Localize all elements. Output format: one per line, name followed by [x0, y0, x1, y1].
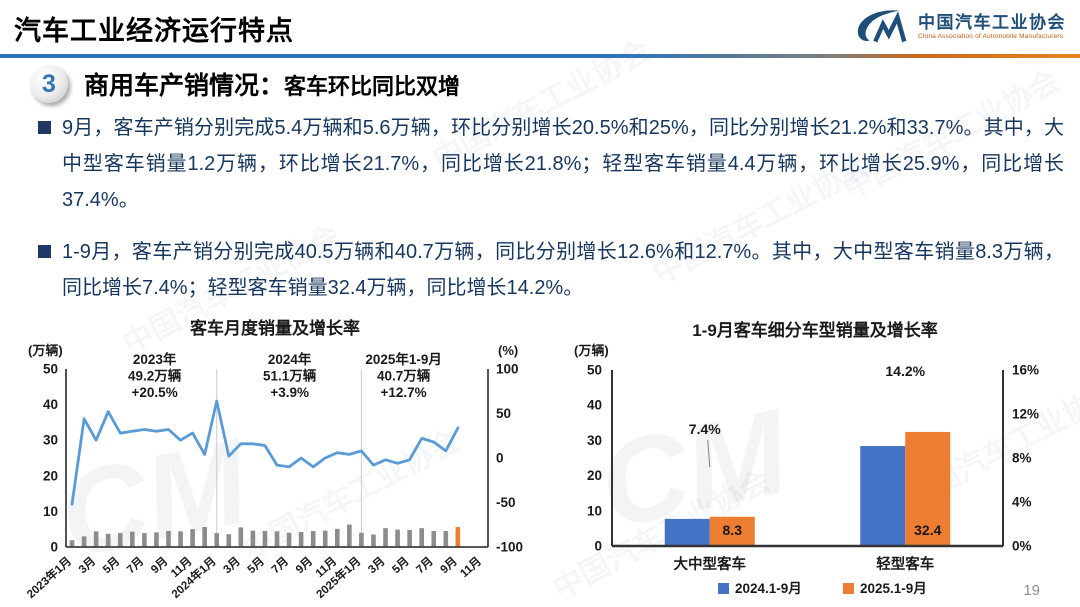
- svg-text:7月: 7月: [269, 555, 291, 577]
- svg-text:10: 10: [587, 503, 602, 518]
- svg-text:3月: 3月: [366, 555, 388, 577]
- section-number-badge: 3: [30, 65, 68, 103]
- header-divider-line: [0, 54, 1080, 58]
- year-gridlines: [216, 369, 362, 547]
- svg-text:0: 0: [496, 451, 504, 466]
- svg-text:40: 40: [587, 398, 602, 413]
- section-heading-row: 3 商用车产销情况：客车环比同比双增: [30, 65, 460, 103]
- svg-text:50: 50: [496, 406, 511, 421]
- svg-text:1-9月客车细分车型销量及增长率: 1-9月客车细分车型销量及增长率: [692, 320, 938, 340]
- bullet-text: 9月，客车产销分别完成5.4万辆和5.6万辆，环比分别增长20.5%和25%，同…: [62, 117, 1064, 211]
- bullet-item: 1-9月，客车产销分别完成40.5万辆和40.7万辆，同比分别增长12.6%和1…: [38, 234, 1064, 306]
- svg-text:50: 50: [587, 363, 602, 378]
- svg-text:3月: 3月: [76, 555, 98, 577]
- svg-text:40.7万辆: 40.7万辆: [377, 368, 431, 384]
- svg-text:40: 40: [43, 397, 58, 412]
- svg-text:50: 50: [43, 362, 58, 377]
- svg-text:0: 0: [594, 539, 602, 554]
- svg-text:30: 30: [587, 433, 602, 448]
- monthly-sales-growth-chart: 客车月度销量及增长率 (万辆) (%) 0 10 20 30 40 50 -100 -50 0 50 10…: [20, 314, 535, 607]
- bullet-item: 9月，客车产销分别完成5.4万辆和5.6万辆，环比分别增长20.5%和25%，同…: [38, 110, 1064, 218]
- svg-text:2023年1月: 2023年1月: [24, 554, 74, 601]
- svg-text:2025.1-9月: 2025.1-9月: [860, 581, 927, 596]
- page-number: 19: [1023, 582, 1040, 599]
- section-heading-sub: 客车环比同比双增: [284, 74, 461, 99]
- segment-sales-growth-chart-svg: 1-9月客车细分车型销量及增长率 (万辆) 0 10 20 30 40 50 0% 4% 8% 12%…: [574, 320, 1039, 596]
- legend: 2024.1-9月 2025.1-9月: [718, 581, 927, 596]
- caam-logo-icon: [857, 10, 907, 43]
- svg-text:2024.1-9月: 2024.1-9月: [735, 581, 802, 596]
- svg-text:0%: 0%: [1012, 539, 1032, 554]
- section-heading-main: 商用车产销情况：: [84, 72, 285, 100]
- svg-text:10: 10: [43, 504, 58, 519]
- svg-text:51.1万辆: 51.1万辆: [263, 368, 317, 384]
- svg-text:5月: 5月: [245, 555, 267, 577]
- bullet-square-icon: [38, 121, 51, 134]
- svg-text:大中型客车: 大中型客车: [674, 555, 747, 573]
- segment-sales-growth-chart: 1-9月客车细分车型销量及增长率 (万辆) 0 10 20 30 40 50 0% 4% 8% 12%…: [556, 312, 1061, 607]
- svg-text:5月: 5月: [100, 555, 122, 577]
- svg-text:2023年: 2023年: [133, 351, 177, 367]
- logo-org-name-cn: 中国汽车工业协会: [918, 13, 1066, 33]
- svg-text:+12.7%: +12.7%: [381, 385, 427, 400]
- svg-text:7月: 7月: [124, 555, 146, 577]
- bullet-square-icon: [38, 245, 51, 258]
- segment-bars: [664, 431, 951, 546]
- svg-text:2024年: 2024年: [268, 351, 312, 367]
- svg-text:(万辆): (万辆): [28, 343, 63, 358]
- svg-text:30: 30: [43, 433, 58, 448]
- svg-text:-50: -50: [496, 495, 516, 510]
- svg-text:9月: 9月: [148, 555, 170, 577]
- page-title: 汽车工业经济运行特点: [14, 16, 294, 46]
- svg-text:(%): (%): [498, 343, 518, 358]
- svg-text:0: 0: [50, 540, 58, 555]
- svg-text:9月: 9月: [293, 555, 315, 577]
- svg-text:20: 20: [43, 468, 58, 483]
- svg-text:8%: 8%: [1012, 451, 1032, 466]
- svg-text:100: 100: [496, 362, 519, 377]
- svg-text:+3.9%: +3.9%: [270, 385, 309, 400]
- caam-logo: 中国汽车工业协会 China Association of Automobile…: [855, 7, 1066, 47]
- svg-text:轻型客车: 轻型客车: [876, 555, 934, 573]
- section-heading: 商用车产销情况：客车环比同比双增: [84, 66, 460, 102]
- svg-text:5月: 5月: [390, 555, 412, 577]
- monthly-sales-growth-chart-svg: 客车月度销量及增长率 (万辆) (%) 0 10 20 30 40 50 -100 -50 0 50 10…: [24, 318, 523, 601]
- svg-text:4%: 4%: [1012, 495, 1032, 510]
- svg-text:客车月度销量及增长率: 客车月度销量及增长率: [189, 318, 360, 338]
- svg-text:(万辆): (万辆): [574, 343, 609, 358]
- growth-annotations: 7.4% 14.2%: [689, 363, 926, 468]
- svg-text:32.4: 32.4: [914, 522, 941, 538]
- bullet-text: 1-9月，客车产销分别完成40.5万辆和40.7万辆，同比分别增长12.6%和1…: [62, 241, 1064, 299]
- svg-text:7.4%: 7.4%: [689, 421, 721, 437]
- logo-org-name-en: China Association of Automobile Manufact…: [918, 33, 1064, 41]
- svg-text:8.3: 8.3: [723, 522, 743, 538]
- svg-text:20: 20: [587, 468, 602, 483]
- svg-text:14.2%: 14.2%: [885, 363, 925, 379]
- svg-text:7月: 7月: [414, 555, 436, 577]
- svg-text:9月: 9月: [438, 555, 460, 577]
- svg-text:2025年1-9月: 2025年1-9月: [365, 351, 442, 367]
- svg-text:3月: 3月: [221, 555, 243, 577]
- growth-rate-line: [70, 399, 460, 506]
- section-number: 3: [42, 69, 56, 98]
- bullet-list: 9月，客车产销分别完成5.4万辆和5.6万辆，环比分别增长20.5%和25%，同…: [38, 110, 1064, 322]
- svg-text:12%: 12%: [1012, 407, 1039, 422]
- monthly-sales-bars: [69, 524, 461, 547]
- svg-text:11月: 11月: [458, 555, 484, 581]
- svg-text:16%: 16%: [1012, 363, 1039, 378]
- svg-text:+20.5%: +20.5%: [132, 385, 178, 400]
- svg-text:-100: -100: [496, 540, 523, 555]
- svg-text:49.2万辆: 49.2万辆: [128, 368, 182, 384]
